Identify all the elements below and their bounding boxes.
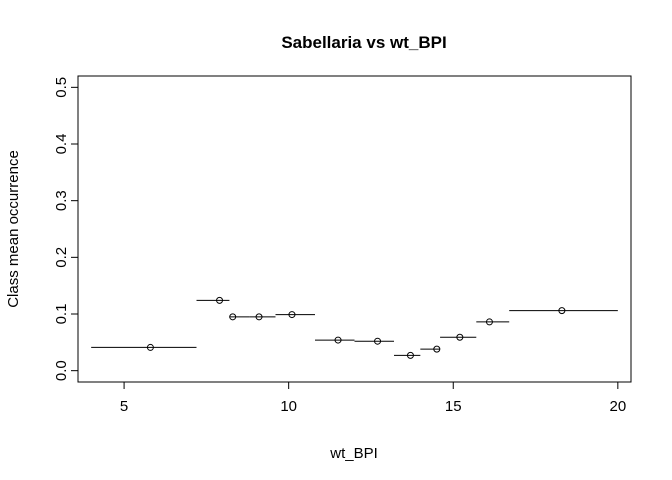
data-point	[146, 343, 154, 351]
y-tick-label: 0.0	[53, 360, 70, 381]
data-point	[255, 313, 263, 321]
plot-area-frame	[77, 75, 632, 383]
x-axis: 5 10 15 20	[120, 381, 626, 415]
data-point	[406, 351, 414, 359]
data-point	[334, 336, 342, 344]
x-tick-label: 10	[280, 398, 297, 415]
data-point	[433, 345, 441, 353]
y-tick-label: 0.2	[53, 247, 70, 268]
data-marks	[91, 296, 618, 359]
y-tick-label: 0.3	[53, 190, 70, 211]
y-tick-label: 0.1	[53, 304, 70, 325]
y-axis-label: Class mean occurrence	[5, 150, 22, 308]
data-point	[288, 311, 296, 319]
data-point	[374, 337, 382, 345]
data-point	[456, 333, 464, 341]
data-point	[216, 296, 224, 304]
x-tick-label: 15	[445, 398, 462, 415]
chart-title: Sabellaria vs wt_BPI	[281, 33, 446, 52]
y-tick-label: 0.4	[53, 134, 70, 155]
y-tick-label: 0.5	[53, 77, 70, 98]
data-point	[485, 318, 493, 326]
data-point	[558, 307, 566, 315]
x-axis-label: wt_BPI	[329, 445, 378, 462]
x-tick-label: 5	[120, 398, 128, 415]
data-point	[229, 313, 237, 321]
x-tick-label: 20	[609, 398, 626, 415]
y-axis: 0.0 0.1 0.2 0.3 0.4 0.5	[53, 77, 79, 381]
